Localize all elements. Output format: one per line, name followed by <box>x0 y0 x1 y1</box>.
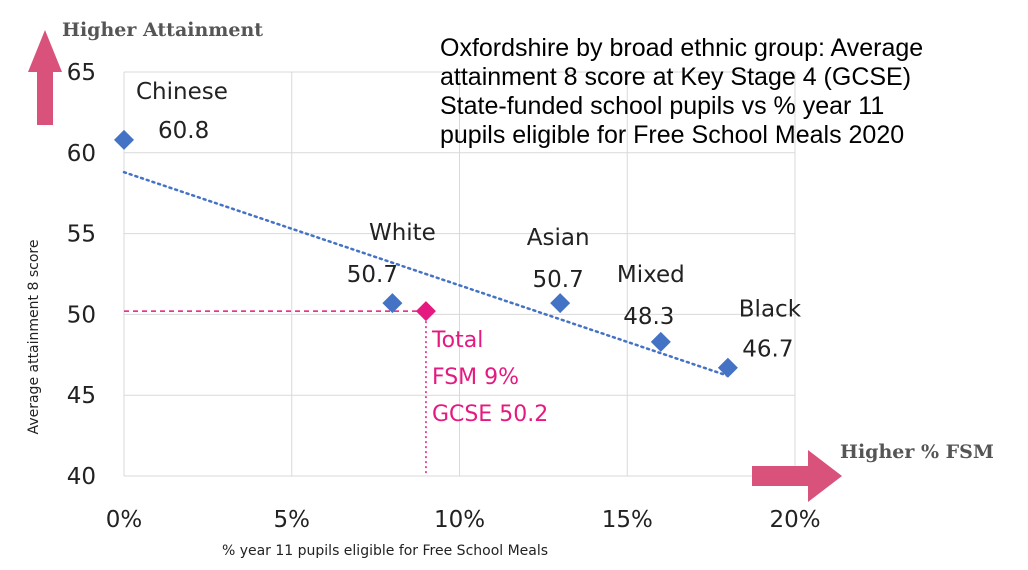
point-value-label: 48.3 <box>623 304 674 330</box>
total-point-group: Total FSM 9% GCSE 50.2 <box>415 301 548 427</box>
total-label-line: Total <box>431 328 483 353</box>
higher-fsm-label: Higher % FSM <box>840 441 994 463</box>
x-tick-label: 20% <box>769 507 820 533</box>
data-point-black <box>717 357 738 378</box>
title-line-3: State-funded school pupils vs % year 11 <box>440 92 884 120</box>
x-tick-label: 5% <box>274 507 311 533</box>
total-reference-lines <box>124 310 427 476</box>
x-axis-title: % year 11 pupils eligible for Free Schoo… <box>222 543 548 559</box>
data-points <box>114 129 738 378</box>
higher-attainment-arrow: Higher Attainment <box>28 19 263 125</box>
up-arrow-icon <box>28 30 62 125</box>
data-point-asian <box>550 293 571 314</box>
point-name-label: Asian <box>527 225 590 251</box>
higher-fsm-arrow: Higher % FSM <box>752 441 994 502</box>
y-tick-label: 45 <box>67 383 96 409</box>
grid <box>123 71 796 477</box>
y-axis-title: Average attainment 8 score <box>26 240 42 435</box>
total-label-line: GCSE 50.2 <box>432 402 548 427</box>
y-tick-label: 65 <box>67 60 96 86</box>
trendline <box>122 170 730 378</box>
total-label-line: FSM 9% <box>432 365 519 390</box>
data-point-chinese <box>114 129 134 150</box>
x-tick-label: 0% <box>106 507 143 533</box>
point-name-label: White <box>369 220 436 246</box>
title-line-1: Oxfordshire by broad ethnic group: Avera… <box>440 34 923 62</box>
point-name-label: Mixed <box>617 262 685 288</box>
point-name-label: Black <box>739 297 802 323</box>
x-tick-label: 15% <box>602 507 653 533</box>
data-point-mixed <box>650 331 671 352</box>
point-value-label: 50.7 <box>347 262 398 288</box>
data-point-white <box>382 293 403 314</box>
point-value-label: 60.8 <box>158 118 209 144</box>
chart-title: Oxfordshire by broad ethnic group: Avera… <box>440 34 923 149</box>
point-value-label: 46.7 <box>742 337 793 363</box>
data-point-total <box>415 301 436 322</box>
title-line-4: pupils eligible for Free School Meals 20… <box>440 121 904 149</box>
point-labels: Chinese 60.8 White 50.7 Asian 50.7 Mixed 48.3 Bl… <box>136 79 802 363</box>
y-tick-label: 55 <box>67 222 96 248</box>
point-name-label: Chinese <box>136 79 228 105</box>
y-tick-labels: 40 45 50 55 60 65 <box>67 60 96 490</box>
y-tick-label: 60 <box>67 141 96 167</box>
x-tick-labels: 0% 5% 10% 15% 20% <box>106 507 821 533</box>
right-arrow-icon <box>752 450 842 502</box>
y-tick-label: 40 <box>67 464 96 490</box>
title-line-2: attainment 8 score at Key Stage 4 (GCSE) <box>440 63 911 91</box>
y-tick-label: 50 <box>67 302 96 328</box>
x-tick-label: 10% <box>434 507 485 533</box>
higher-attainment-label: Higher Attainment <box>62 19 263 41</box>
point-value-label: 50.7 <box>533 267 584 293</box>
